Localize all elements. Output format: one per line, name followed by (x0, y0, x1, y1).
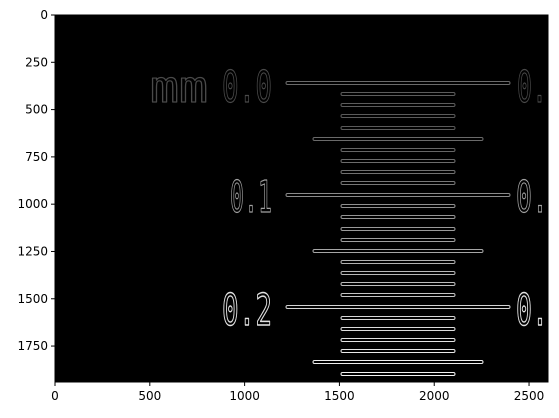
y-tick-label: 250 (25, 55, 48, 69)
scale-line (340, 181, 456, 185)
scale-line (340, 316, 456, 320)
scale-line (340, 159, 456, 163)
scale-line (340, 126, 456, 130)
y-tick-label: 1750 (17, 339, 48, 353)
scale-line (285, 81, 511, 85)
scale-line (312, 249, 484, 253)
scale-line (340, 114, 456, 118)
x-tick-label: 500 (138, 389, 161, 403)
x-tick-label: 1000 (229, 389, 260, 403)
scale-line (340, 282, 456, 286)
x-tick-label: 1500 (324, 389, 355, 403)
scale-line (312, 360, 484, 364)
scale-lines (285, 81, 511, 376)
y-tick-label: 1500 (17, 292, 48, 306)
scale-line (340, 92, 456, 96)
x-tick-label: 0 (51, 389, 59, 403)
scale-line (340, 372, 456, 376)
label-mm: mm (150, 62, 208, 113)
scale-line (340, 349, 456, 353)
scale-line (340, 238, 456, 242)
label-00: 0.0 (222, 62, 272, 113)
axes-frame (54, 14, 549, 383)
label-right-top: 0. (517, 62, 547, 113)
scale-line (340, 293, 456, 297)
scale-line (340, 215, 456, 219)
scale-line (285, 193, 511, 197)
y-tick-label: 0 (40, 8, 48, 22)
scale-line (340, 103, 456, 107)
y-tick-label: 1250 (17, 244, 48, 258)
x-axis: 0 500 1000 1500 2000 2500 (51, 382, 544, 403)
label-right-bot: 0. (516, 285, 548, 336)
label-01: 0.1 (230, 172, 272, 223)
scale-line (340, 271, 456, 275)
scale-line (340, 260, 456, 264)
y-tick-label: 750 (25, 150, 48, 164)
y-tick-label: 1000 (17, 197, 48, 211)
y-axis: 0 250 500 750 1000 1250 1500 1750 (17, 8, 55, 353)
x-tick-label: 2000 (419, 389, 450, 403)
scale-line (340, 204, 456, 208)
scale-line (340, 338, 456, 342)
y-tick-label: 500 (25, 103, 48, 117)
label-right-mid: 0. (516, 172, 548, 223)
image-area (55, 15, 548, 382)
scale-line (340, 227, 456, 231)
scale-line (285, 305, 511, 309)
scale-line (340, 170, 456, 174)
scale-line (340, 327, 456, 331)
x-tick-label: 2500 (514, 389, 545, 403)
scale-line (312, 137, 484, 141)
label-02: 0.2 (222, 285, 272, 336)
scale-line (340, 148, 456, 152)
